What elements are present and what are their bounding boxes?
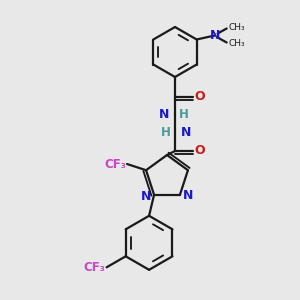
Text: CF₃: CF₃ (104, 158, 126, 170)
Text: CH₃: CH₃ (229, 23, 245, 32)
Text: N: N (183, 189, 193, 202)
Text: N: N (209, 29, 220, 42)
Text: N: N (159, 109, 169, 122)
Text: H: H (161, 127, 171, 140)
Text: O: O (194, 145, 205, 158)
Text: H: H (179, 109, 189, 122)
Text: O: O (194, 91, 205, 103)
Text: CF₃: CF₃ (84, 261, 106, 274)
Text: N: N (141, 190, 151, 203)
Text: N: N (181, 127, 191, 140)
Text: CH₃: CH₃ (229, 39, 245, 48)
